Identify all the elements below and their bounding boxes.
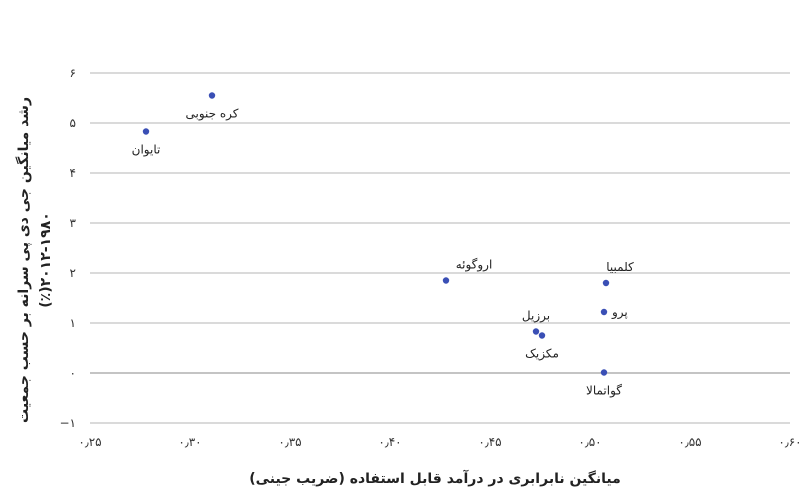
y-axis-title-line1: رشد میانگین جی دی پی سرانه بر حسب جمعیت	[15, 97, 32, 423]
x-tick-label: ۰٫۳۰	[178, 435, 201, 449]
point-label: برزیل	[522, 309, 550, 324]
y-tick-label: ۵	[70, 116, 76, 130]
point-label: اروگوئه	[456, 258, 493, 273]
x-axis-title: میانگین نابرابری در درآمد قابل استفاده (…	[249, 469, 621, 487]
data-point	[538, 332, 546, 339]
y-tick-label: ۱	[70, 316, 76, 330]
y-tick-label: ۳	[70, 216, 77, 230]
x-tick-labels: ۰٫۲۵ ۰٫۳۰ ۰٫۳۵ ۰٫۴۰ ۰٫۴۵ ۰٫۵۰ ۰٫۵۵ ۰٫۶۰	[78, 435, 801, 449]
x-tick-label: ۰٫۶۰	[778, 435, 801, 449]
data-point	[600, 369, 608, 376]
y-axis-title-line2: ۲۰۱۲-۱۹۸۰(٪)	[38, 212, 54, 308]
point-labels: تایوان کره جنوبی اروگوئه کلمبیا پرو برزیل مکزی…	[132, 107, 634, 399]
x-tick-label: ۰٫۳۵	[278, 435, 301, 449]
y-tick-label: ۴	[70, 166, 76, 180]
point-label: کلمبیا	[606, 260, 634, 274]
data-point	[602, 279, 610, 287]
data-point	[142, 128, 150, 135]
y-tick-label: ۶	[70, 66, 76, 80]
x-tick-label: ۰٫۴۰	[378, 435, 401, 449]
point-label: پرو	[611, 305, 628, 320]
data-point	[532, 328, 540, 335]
y-tick-label: ۲	[70, 266, 76, 280]
data-point	[442, 277, 450, 284]
y-axis-title-group: رشد میانگین جی دی پی سرانه بر حسب جمعیت …	[15, 97, 54, 423]
gridlines	[90, 72, 790, 424]
y-tick-labels: ۶ ۵ ۴ ۳ ۲ ۱ ۰ −۱	[60, 66, 77, 430]
point-label: کره جنوبی	[185, 107, 238, 122]
y-tick-label: ۰	[70, 366, 76, 380]
point-label: تایوان	[132, 143, 161, 158]
x-tick-label: ۰٫۵۵	[678, 435, 701, 449]
data-point	[208, 92, 216, 99]
x-tick-label: ۰٫۵۰	[578, 435, 601, 449]
y-tick-label: −۱	[60, 416, 77, 430]
data-points	[142, 92, 610, 376]
x-tick-label: ۰٫۴۵	[478, 435, 501, 449]
data-point	[600, 308, 608, 316]
point-label: مکزیک	[525, 347, 559, 362]
point-label: گواتمالا	[586, 384, 622, 399]
x-tick-label: ۰٫۲۵	[78, 435, 101, 449]
